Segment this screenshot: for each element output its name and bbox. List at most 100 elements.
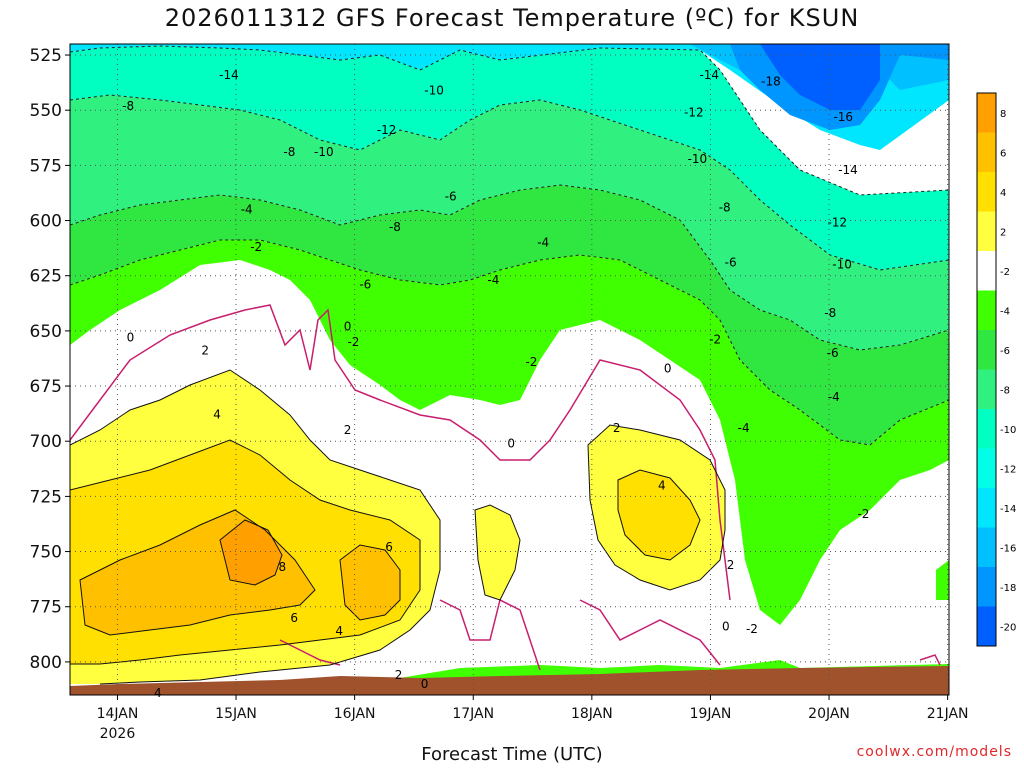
contour-label: -2 [709,333,721,347]
contour-label: -10 [314,145,334,159]
chart-title: 2026011312 GFS Forecast Temperature (ºC)… [164,4,860,32]
colorbar-label: -6 [1000,346,1010,357]
colorbar-label: -12 [1000,464,1016,475]
y-tick-label: 650 [30,322,62,342]
colorbar-swatch [977,527,996,567]
contour-label: 0 [722,620,730,634]
colorbar-label: -4 [1000,306,1010,317]
contour-label: 2 [395,668,403,682]
contour-labels: -14 -8 -10 -12 -14 -18 -12 -16 -8 -10 -10 -14 -6 -4 -8… [122,68,869,700]
y-tick-label: 725 [30,487,62,507]
colorbar-label: -14 [1000,504,1016,515]
contour-label: 0 [421,677,429,691]
colorbar-swatch [977,330,996,370]
x-tick-label: 16JAN [334,706,376,722]
contour-label: 0 [344,319,352,333]
grid [70,44,949,695]
x-tick-label: 21JAN [927,706,969,722]
contour-label: -2 [250,240,262,254]
colorbar: 8 6 4 2 -2 -4 -6 -8 -10 -12 -14 -16 -18 -20 [976,92,1016,647]
colorbar-swatch [977,567,996,607]
colorbar-swatch [977,409,996,449]
contour-label: -10 [688,152,708,166]
x-tick-label: 14JAN [97,706,139,722]
contour-label: 2 [727,558,735,572]
colorbar-label: -8 [1000,385,1010,396]
colorbar-swatch [977,132,996,172]
contour-label: -14 [699,68,719,82]
contour-label: -14 [219,68,239,82]
contour-label: 6 [290,611,298,625]
contour-label: -8 [389,220,401,234]
contour-label: -8 [719,200,731,214]
credit-link[interactable]: coolwx.com/models [856,744,1012,760]
terrain-fill [70,666,949,695]
contour-label: -18 [761,75,781,89]
colorbar-swatch [977,251,996,291]
contour-label: 8 [278,560,286,574]
contour-label: 0 [127,331,135,345]
colorbar-frame [976,92,997,647]
x-tick-label: 17JAN [452,706,494,722]
colorbar-label: -2 [1000,267,1010,278]
contour-label: -6 [359,278,371,292]
colorbar-swatch [977,211,996,251]
y-tick-label: 700 [30,432,62,452]
filled-contours [70,44,949,695]
x-axis: 14JAN 2026 15JAN 16JAN 17JAN 18JAN 19JAN 20JAN 2… [97,695,969,742]
colorbar-label: -18 [1000,583,1016,594]
contour-label: -14 [838,163,858,177]
colorbar-swatch [977,172,996,212]
x-axis-label: Forecast Time (UTC) [421,744,603,765]
colorbar-swatch [977,448,996,488]
x-tick-sublabel: 2026 [100,726,136,742]
y-tick-label: 600 [30,212,62,232]
colorbar-label: -20 [1000,622,1016,633]
contour-label: -4 [828,390,840,404]
plot-frame [69,43,950,696]
contour-label: 4 [658,478,666,492]
contour-label: -6 [827,346,839,360]
contour-label: 0 [507,436,515,450]
contour-label: -2 [857,507,869,521]
colorbar-swatch [977,290,996,330]
contour-label: 4 [213,408,221,422]
y-tick-label: 625 [30,267,62,287]
contour-label: 6 [385,540,393,554]
colorbar-swatch [977,488,996,528]
contour-label: -12 [684,105,704,119]
contour-label: -10 [832,258,852,272]
colorbar-label: -10 [1000,425,1016,436]
contour-label: -4 [241,203,253,217]
y-tick-label: 575 [30,156,62,176]
contour-label: -4 [487,273,499,287]
contour-label: 0 [664,361,672,375]
contour-label: -16 [833,110,853,124]
contour-label: -8 [824,306,836,320]
contour-label: -10 [424,83,444,97]
contour-label: -2 [746,622,758,636]
colorbar-label: 4 [1000,188,1006,199]
x-tick-label: 19JAN [690,706,732,722]
contour-label: -8 [122,99,134,113]
contour-label: 2 [613,421,621,435]
colorbar-label: 2 [1000,227,1006,238]
colorbar-swatch [977,606,996,646]
colorbar-label: -16 [1000,543,1016,554]
y-tick-label: 800 [30,653,62,673]
x-tick-label: 20JAN [808,706,850,722]
contour-label: -8 [283,145,295,159]
contour-label: 4 [335,624,343,638]
colorbar-label: 6 [1000,148,1006,159]
y-tick-label: 675 [30,377,62,397]
contour-label: -6 [445,189,457,203]
contour-label: -12 [377,123,397,137]
y-tick-label: 550 [30,101,62,121]
contour-label: -4 [537,236,549,250]
contour-label: -4 [738,421,750,435]
contour-label: 2 [344,423,352,437]
y-axis: 525 550 575 600 625 650 675 700 725 750 775 800 [30,46,70,673]
contour-label: 2 [201,344,209,358]
contour-label: -6 [725,255,737,269]
